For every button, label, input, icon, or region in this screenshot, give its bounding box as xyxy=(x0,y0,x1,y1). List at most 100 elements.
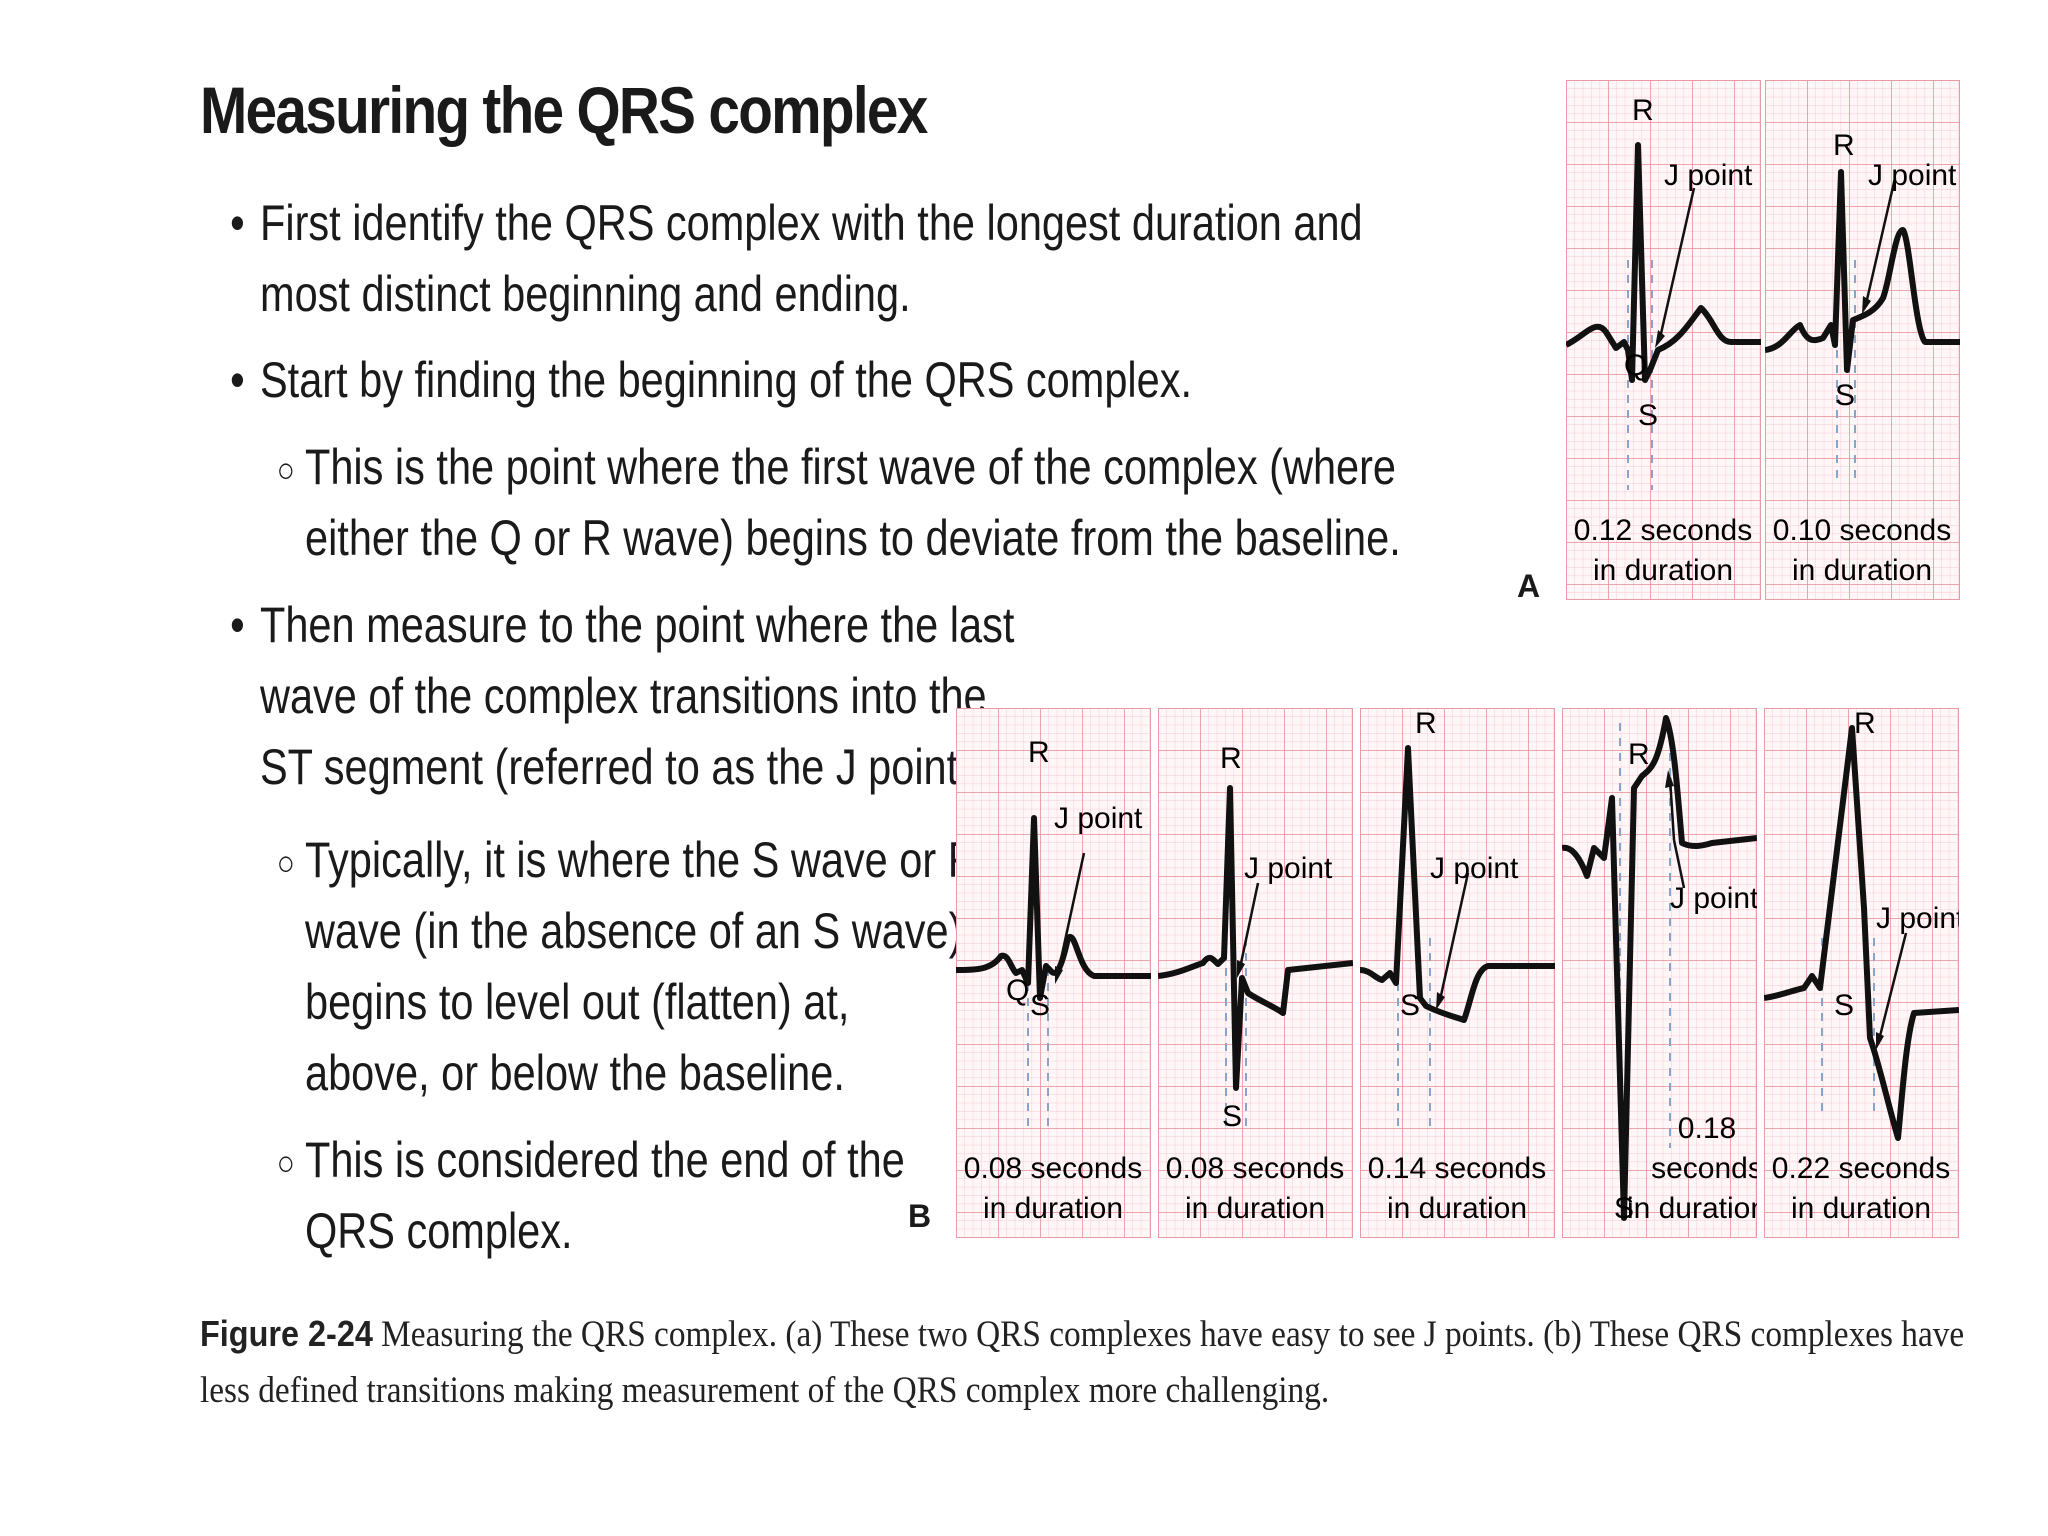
bullet-dot-icon: • xyxy=(230,352,245,408)
bullet-circle-icon: ○ xyxy=(276,449,295,490)
label-s: S xyxy=(1400,989,1420,1022)
duration-value: 0.22 seconds xyxy=(1772,1152,1950,1185)
arrow-head-icon xyxy=(1876,1032,1884,1050)
bullet-line: wave of the complex transitions into the xyxy=(260,668,987,724)
ecg-trace xyxy=(1765,169,1960,373)
j-point-arrow xyxy=(1238,882,1260,969)
label-s: S xyxy=(1222,1100,1242,1133)
ecg-trace xyxy=(956,815,1151,1001)
grid-lines xyxy=(1158,708,1353,1238)
label-j-point: J point xyxy=(1244,852,1333,885)
slide-title: Measuring the QRS complex xyxy=(200,73,928,147)
duration-unit-2: in duration xyxy=(1627,1192,1757,1225)
bullet-dot-icon: • xyxy=(230,195,245,251)
label-s: S xyxy=(1834,989,1854,1022)
bullet-line: This is considered the end of the xyxy=(305,1132,905,1188)
label-j-point: J point xyxy=(1054,802,1143,835)
bullet-find-beginning: • Start by finding the beginning of the … xyxy=(230,345,1192,416)
bullet-line: begins to level out (flatten) at, xyxy=(305,974,850,1030)
caption-line-1: Measuring the QRS complex. (a) These two… xyxy=(372,1314,1965,1355)
label-r: R xyxy=(1854,708,1876,740)
arrow-head-icon xyxy=(1436,992,1445,1010)
ecg-trace xyxy=(1158,785,1353,1091)
sub-bullet-s-wave: ○ Typically, it is where the S wave or R… xyxy=(277,825,978,1109)
bullet-identify-qrs: • First identify the QRS complex with th… xyxy=(230,188,1363,330)
bullet-line: First identify the QRS complex with the … xyxy=(260,195,1363,251)
duration-unit: in duration xyxy=(1791,1192,1931,1225)
label-r: R xyxy=(1415,708,1437,740)
label-j-point: J point xyxy=(1430,852,1519,885)
bullet-dot-icon: • xyxy=(230,597,245,653)
bullet-line: This is the point where the first wave o… xyxy=(305,439,1397,495)
grid-lines xyxy=(1764,708,1959,1238)
label-r: R xyxy=(1628,738,1650,771)
duration-value: 0.08 seconds xyxy=(964,1152,1142,1185)
label-s: S xyxy=(1614,1192,1634,1225)
ecg-strip-a2: R J point S 0.10 seconds in duration xyxy=(1765,80,1960,600)
ecg-trace xyxy=(1360,745,1555,1023)
arrow-head-icon xyxy=(1665,770,1674,788)
label-j-point: J point xyxy=(1670,882,1757,915)
ecg-trace xyxy=(1562,715,1757,1221)
bullet-line: ST segment (referred to as the J point). xyxy=(260,739,984,795)
label-s: S xyxy=(1835,379,1855,412)
label-q: Q xyxy=(1624,349,1647,382)
label-j-point: J point xyxy=(1868,159,1957,192)
bullet-measure-j-point: • Then measure to the point where the la… xyxy=(230,590,1015,803)
bullet-line: Start by finding the beginning of the QR… xyxy=(260,352,1192,408)
arrow-head-icon xyxy=(1655,330,1665,348)
label-j-point: J point xyxy=(1876,902,1959,935)
label-s: S xyxy=(1030,989,1050,1022)
duration-value: 0.10 seconds xyxy=(1773,514,1951,547)
bullet-line: Typically, it is where the S wave or R xyxy=(305,832,978,888)
label-r: R xyxy=(1833,129,1855,162)
bullet-line: QRS complex. xyxy=(305,1203,573,1259)
grid-lines xyxy=(1562,708,1757,1238)
label-r: R xyxy=(1220,742,1242,775)
duration-unit: in duration xyxy=(1593,554,1733,587)
sub-bullet-deviation: ○ This is the point where the first wave… xyxy=(277,432,1401,574)
panel-a-letter: A xyxy=(1517,568,1541,604)
ecg-strip-b2: R J point S 0.08 seconds in duration xyxy=(1158,708,1353,1238)
ecg-strip-b3: R J point S 0.14 seconds in duration xyxy=(1360,708,1555,1238)
j-point-arrow xyxy=(1877,932,1908,1041)
j-point-arrow xyxy=(1864,177,1897,305)
bullet-circle-icon: ○ xyxy=(276,1142,295,1183)
bullet-line: above, or below the baseline. xyxy=(305,1045,845,1101)
bullet-circle-icon: ○ xyxy=(276,842,295,883)
duration-unit: in duration xyxy=(1792,554,1932,587)
caption-line-2: less defined transitions making measurem… xyxy=(200,1370,1330,1411)
bullet-line: wave (in the absence of an S wave) xyxy=(305,903,963,959)
duration-unit: in duration xyxy=(983,1192,1123,1225)
arrow-head-icon xyxy=(1862,296,1871,314)
j-point-arrow xyxy=(1658,187,1696,339)
j-point-arrow xyxy=(1438,872,1470,1001)
duration-unit: seconds xyxy=(1651,1152,1757,1185)
j-point-arrow xyxy=(1672,839,1686,889)
duration-value: 0.18 xyxy=(1678,1112,1736,1145)
duration-value: 0.08 seconds xyxy=(1166,1152,1344,1185)
arrow-head-icon xyxy=(1237,960,1245,978)
duration-value: 0.12 seconds xyxy=(1574,514,1752,547)
ecg-strip-b4: R J point 0.18 seconds S in duration xyxy=(1562,708,1757,1238)
bullet-line: Then measure to the point where the last xyxy=(260,597,1015,653)
duration-value: 0.14 seconds xyxy=(1368,1152,1546,1185)
ecg-trace xyxy=(1764,725,1959,1141)
panel-b-letter: B xyxy=(908,1198,932,1234)
ecg-trace xyxy=(1566,142,1761,383)
label-r: R xyxy=(1028,736,1050,769)
ecg-strip-b5: R J point S 0.22 seconds in duration xyxy=(1764,708,1959,1238)
figure-label: Figure 2-24 xyxy=(200,1313,373,1354)
arrow-head-icon xyxy=(1055,966,1063,984)
label-j-point: J point xyxy=(1664,159,1753,192)
bullet-line: most distinct beginning and ending. xyxy=(260,266,911,322)
ecg-strip-b1: R J point Q S 0.08 seconds in duration xyxy=(956,708,1151,1238)
sub-bullet-end-qrs: ○ This is considered the end of the QRS … xyxy=(277,1125,905,1267)
j-point-arrow-extension xyxy=(1668,777,1676,841)
ecg-strip-a1: R J point Q S 0.12 seconds in duration xyxy=(1566,80,1761,600)
label-r: R xyxy=(1632,94,1654,127)
duration-unit: in duration xyxy=(1387,1192,1527,1225)
figure-caption: Figure 2-24 Measuring the QRS complex. (… xyxy=(200,1306,1964,1419)
bullet-line: either the Q or R wave) begins to deviat… xyxy=(305,510,1401,566)
j-point-arrow xyxy=(1056,852,1086,974)
